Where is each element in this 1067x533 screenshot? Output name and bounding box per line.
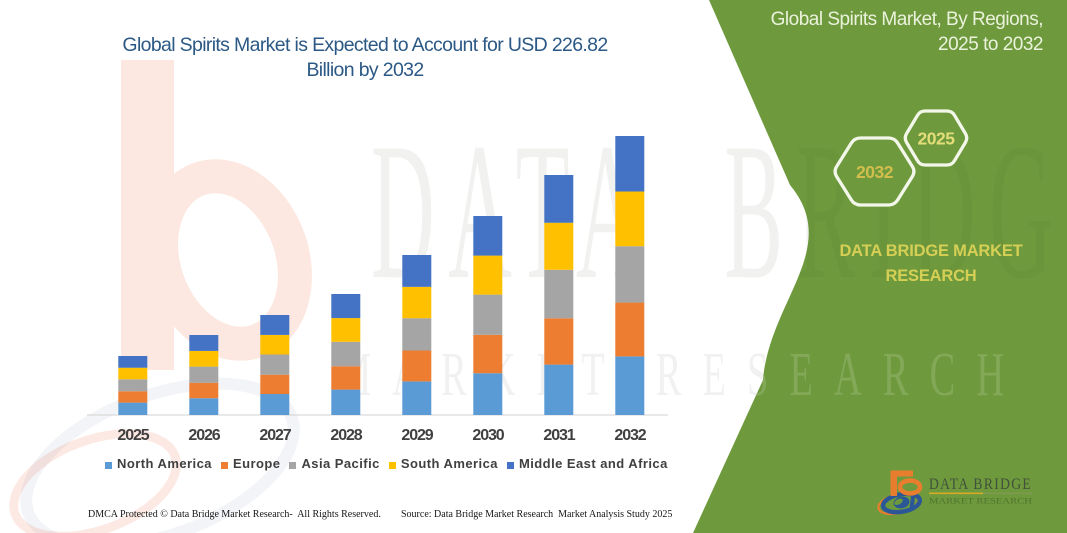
svg-text:DATA BRIDGE: DATA BRIDGE [929, 476, 1032, 493]
svg-text:2032: 2032 [856, 162, 894, 182]
svg-text:MARKET RESEARCH: MARKET RESEARCH [337, 341, 1025, 410]
svg-text:MARKET RESEARCH: MARKET RESEARCH [929, 497, 1032, 506]
svg-text:2025: 2025 [918, 129, 956, 149]
